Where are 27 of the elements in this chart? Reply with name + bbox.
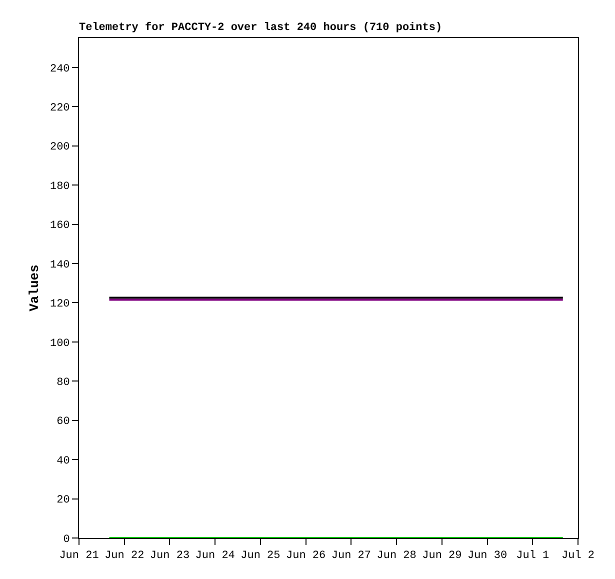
x-tick-label: Jun 26 <box>286 550 326 562</box>
y-tick-label: 160 <box>50 220 70 232</box>
y-tick-label: 120 <box>50 298 70 311</box>
y-tick-label: 100 <box>50 338 70 350</box>
x-tick-label: Jun 21 <box>59 550 100 562</box>
y-tick-label: 20 <box>56 494 70 507</box>
x-tick-label: Jul 1 <box>516 550 550 562</box>
chart-title: Telemetry for PACCTY-2 over last 240 hours (710 points) <box>79 21 442 34</box>
y-axis-title: Values <box>26 264 42 312</box>
x-tick-label: Jun 28 <box>376 550 416 562</box>
y-tick-label: 240 <box>50 63 70 76</box>
x-tick-label: Jun 29 <box>422 550 462 562</box>
x-tick-label: Jun 25 <box>240 550 280 562</box>
y-tick-label: 80 <box>56 376 70 389</box>
x-tick-label: Jul 2 <box>561 550 595 562</box>
x-tick-label: Jun 24 <box>195 550 236 562</box>
y-tick-label: 220 <box>50 102 70 114</box>
y-tick-label: 40 <box>56 455 70 468</box>
x-tick-label: Jun 22 <box>104 550 144 562</box>
y-tick-label: 60 <box>56 416 70 428</box>
y-tick-label: 200 <box>50 142 70 154</box>
y-tick-label: 140 <box>50 259 70 272</box>
y-tick-label: 0 <box>63 534 70 546</box>
y-tick-label: 180 <box>50 180 70 193</box>
x-tick-label: Jun 27 <box>331 550 371 562</box>
x-tick-label: Jun 23 <box>150 550 190 562</box>
x-tick-label: Jun 30 <box>467 550 508 562</box>
